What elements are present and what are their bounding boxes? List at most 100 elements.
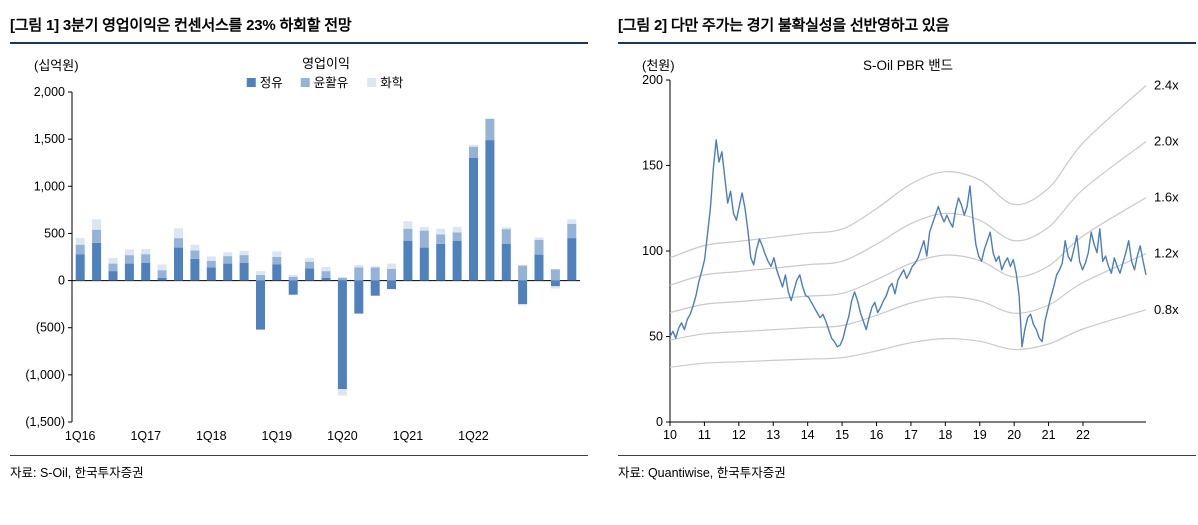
bar-series-lubricants	[75, 118, 577, 281]
bar-segment	[75, 238, 85, 245]
y-tick-label: 1,000	[34, 179, 65, 193]
bar-segment	[501, 229, 511, 244]
bar-segment	[469, 146, 478, 158]
x-tick-label: 18	[938, 428, 952, 442]
y-tick-label: 500	[44, 226, 65, 240]
bar-segment	[108, 257, 118, 264]
pbr-band-lines	[669, 85, 1147, 368]
y-tick-label: (500)	[36, 321, 65, 335]
bar-segment	[501, 244, 511, 281]
bar-series-refining	[75, 140, 577, 389]
bar-segment	[190, 244, 200, 251]
x-tick-label: 22	[1076, 428, 1090, 442]
chart-title: S-Oil PBR 밴드	[863, 58, 953, 73]
y-tick-label: (1,000)	[25, 368, 65, 382]
legend-title: 영업이익	[302, 56, 350, 71]
bar-segment	[337, 389, 347, 396]
bar-segment	[567, 238, 577, 281]
x-tick-label: 16	[870, 428, 884, 442]
bar-segment	[174, 238, 183, 248]
bar-segment	[305, 257, 315, 262]
bar-segment	[288, 274, 298, 277]
bar-segment	[485, 140, 495, 281]
y-tick-label: 150	[642, 159, 663, 173]
bar-segment	[452, 241, 462, 281]
bar-segment	[337, 277, 347, 281]
pbr-band-line-chart: (천원) S-Oil PBR 밴드 0 50 100 150 200 10 11 12 13 14 15…	[642, 58, 1179, 442]
bar-segment	[403, 241, 413, 281]
bar-segment	[387, 263, 396, 269]
bar-segment	[206, 267, 216, 281]
bar-segment	[174, 247, 183, 281]
bar-segment	[141, 249, 151, 255]
bar-segment	[256, 271, 265, 275]
bar-segment	[141, 262, 151, 281]
bar-segment	[206, 260, 216, 268]
bar-segment	[157, 277, 167, 281]
bar-segment	[288, 276, 298, 281]
price-line	[669, 139, 1147, 348]
bar-segment	[452, 226, 462, 233]
x-tick-label: 1Q17	[130, 429, 161, 443]
pbr-band-line-0.8x	[669, 309, 1147, 368]
bar-segment	[403, 228, 413, 241]
pbr-band-label: 0.8x	[1154, 302, 1179, 317]
report-page: [그림 1] 3분기 영업이익은 컨센서스를 23% 하회할 전망 (십억원) 영…	[10, 14, 1196, 481]
bar-segment	[108, 263, 118, 272]
pbr-band-line-1.6x	[669, 197, 1147, 314]
pbr-band-line-2.4x	[669, 85, 1147, 259]
x-tick-label: 1Q20	[327, 429, 358, 443]
bar-segment	[223, 252, 233, 257]
bar-segment	[567, 219, 577, 224]
figure-1-source: 자료: S-Oil, 한국투자증권	[10, 455, 588, 481]
bar-segment	[239, 255, 249, 263]
pbr-band-label: 2.4x	[1154, 77, 1179, 92]
bar-segment	[419, 247, 429, 281]
bar-segment	[124, 255, 134, 264]
bar-segment	[75, 254, 85, 281]
bar-segment	[190, 258, 200, 281]
y-axis: (1,500) (1,000) (500) 0 500 1,000 1,500 2,000	[25, 85, 73, 429]
figures-row: [그림 1] 3분기 영업이익은 컨센서스를 23% 하회할 전망 (십억원) 영…	[10, 14, 1196, 481]
x-tick-label: 12	[732, 428, 746, 442]
bar-segment	[92, 219, 102, 230]
bar-segment	[436, 228, 446, 235]
x-tick-label: 1Q21	[393, 429, 424, 443]
figure-2-title: [그림 2] 다만 주가는 경기 불확실성을 선반영하고 있음	[618, 14, 1196, 44]
bar-segment	[141, 254, 151, 263]
y-tick-label: 0	[58, 274, 65, 288]
bar-segment	[370, 280, 380, 296]
legend-label-lubricants: 윤활유	[314, 76, 349, 90]
bar-segment	[485, 118, 495, 141]
bar-segment	[337, 280, 347, 389]
bar-segment	[92, 242, 102, 281]
x-tick-label: 1Q18	[196, 429, 227, 443]
bar-segment	[518, 304, 528, 306]
x-axis: 1Q16 1Q17 1Q18 1Q19 1Q20 1Q21 1Q22	[65, 429, 489, 443]
bar-segment	[190, 250, 200, 259]
line-chart-root: (천원) S-Oil PBR 밴드 0 50 100 150 200 10 11 12 13 14 15…	[642, 58, 1179, 442]
figure-1-chart-area: (십억원) 영업이익 정유 윤활유 화학 (1,500) (1,000) (500) 0 500 1…	[10, 44, 588, 455]
bar-segment	[272, 251, 282, 257]
bar-segment	[436, 243, 446, 281]
y-axis-unit-label: (십억원)	[34, 58, 79, 73]
bar-segment	[436, 234, 446, 244]
y-tick-label: 2,000	[34, 85, 65, 99]
bar-segment	[534, 254, 544, 281]
x-tick-label: 11	[698, 428, 711, 442]
bar-segment	[124, 263, 134, 281]
bar-segment	[370, 267, 380, 281]
pbr-band-label: 2.0x	[1154, 134, 1179, 149]
bar-segment	[223, 256, 233, 264]
bar-segment	[256, 280, 265, 330]
x-tick-label: 15	[835, 428, 849, 442]
y-axis-unit-label: (천원)	[642, 58, 675, 73]
bar-segment	[321, 266, 331, 272]
bar-segment	[419, 226, 429, 231]
bar-segment	[305, 268, 315, 281]
bar-segment	[550, 286, 560, 289]
legend-swatch-chemicals	[367, 78, 377, 87]
bar-segment	[518, 265, 528, 281]
y-axis: 0 50 100 150 200	[642, 73, 671, 429]
